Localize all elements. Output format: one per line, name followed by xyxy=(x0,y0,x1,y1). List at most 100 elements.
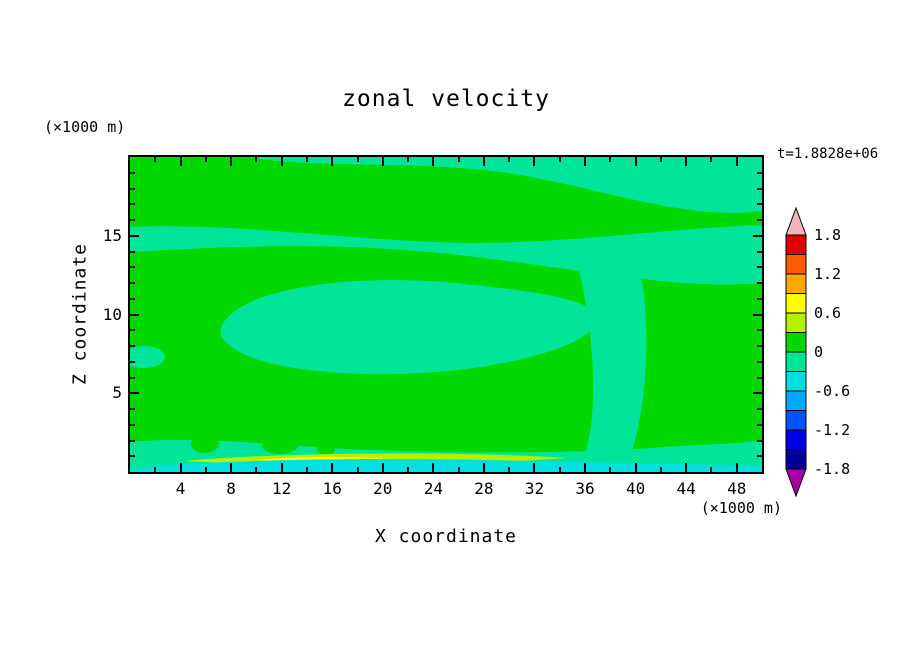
tick-bottom xyxy=(508,467,511,472)
tick-left xyxy=(130,376,135,379)
colorbar-segment xyxy=(785,273,807,294)
x-axis-unit-label: (×1000 m) xyxy=(700,499,782,517)
colorbar-arrow-below xyxy=(785,468,807,497)
x-tick-label: 4 xyxy=(175,479,186,498)
tick-right xyxy=(757,297,762,300)
tick-bottom xyxy=(154,467,157,472)
colorbar-segment xyxy=(785,410,807,431)
tick-right xyxy=(757,439,762,442)
tick-top xyxy=(457,157,460,162)
contour-field xyxy=(130,157,762,472)
colorbar-segment xyxy=(785,293,807,314)
tick-bottom xyxy=(710,467,713,472)
colorbar-label: -0.6 xyxy=(814,382,851,400)
colorbar-label: 1.2 xyxy=(814,265,842,283)
x-tick-label: 24 xyxy=(423,479,443,498)
tick-right xyxy=(757,203,762,206)
tick-right xyxy=(757,455,762,458)
colorbar-labels: 1.8 1.2 0.6 0 -0.6 -1.2 -1.8 xyxy=(814,226,874,478)
colorbar-label: 0.6 xyxy=(814,304,842,322)
tick-right xyxy=(757,423,762,426)
tick-top xyxy=(685,157,688,166)
z-axis-label: Z coordinate xyxy=(69,242,91,386)
colorbar-segment xyxy=(785,351,807,372)
tick-bottom xyxy=(634,463,637,472)
colorbar-label: -1.8 xyxy=(814,460,851,478)
tick-bottom xyxy=(381,463,384,472)
tick-left xyxy=(130,266,135,269)
x-tick-label: 8 xyxy=(226,479,236,498)
tick-left xyxy=(130,297,135,300)
tick-left xyxy=(130,392,139,395)
x-tick-label: 36 xyxy=(575,479,595,498)
tick-left xyxy=(130,329,135,332)
tick-top xyxy=(331,157,334,166)
tick-bottom xyxy=(179,463,182,472)
tick-bottom xyxy=(255,467,258,472)
colorbar-segment xyxy=(785,429,807,450)
tick-left xyxy=(130,313,139,316)
tick-bottom xyxy=(331,463,334,472)
tick-bottom xyxy=(305,467,308,472)
tick-left xyxy=(130,203,135,206)
tick-bottom xyxy=(685,463,688,472)
tick-top xyxy=(584,157,587,166)
tick-top xyxy=(659,157,662,162)
tick-top xyxy=(179,157,182,166)
contour-region-central-blob xyxy=(220,279,597,375)
colorbar-arrow-above xyxy=(785,207,807,236)
tick-bottom xyxy=(280,463,283,472)
tick-bottom xyxy=(482,463,485,472)
tick-top xyxy=(482,157,485,166)
tick-left xyxy=(130,171,135,174)
tick-right xyxy=(757,329,762,332)
tick-left xyxy=(130,187,135,190)
y-tick-labels: 5 10 15 xyxy=(0,157,122,472)
contour-region-top-strip xyxy=(248,157,762,213)
tick-left xyxy=(130,360,135,363)
tick-right xyxy=(753,392,762,395)
x-tick-label: 32 xyxy=(524,479,545,498)
tick-top xyxy=(154,157,157,162)
tick-right xyxy=(753,234,762,237)
tick-right xyxy=(757,187,762,190)
x-tick-label: 20 xyxy=(373,479,393,498)
tick-left xyxy=(130,423,135,426)
tick-left xyxy=(130,345,135,347)
contour-region-bottom-notch-3 xyxy=(317,443,335,455)
tick-right xyxy=(757,345,762,347)
x-tick-label: 16 xyxy=(322,479,342,498)
tick-left xyxy=(130,439,135,442)
tick-left xyxy=(130,282,135,284)
colorbar-label: -1.2 xyxy=(814,421,851,439)
z-tick-label: 10 xyxy=(102,304,122,324)
tick-bottom xyxy=(407,467,410,472)
z-tick-label: 15 xyxy=(102,225,122,245)
colorbar-segment xyxy=(785,449,807,470)
tick-top xyxy=(356,157,359,162)
x-tick-label: 12 xyxy=(272,479,292,498)
tick-right xyxy=(757,360,762,363)
tick-bottom xyxy=(533,463,536,472)
tick-top xyxy=(533,157,536,166)
contour-region-left-patch xyxy=(130,346,165,368)
tick-bottom xyxy=(457,467,460,472)
tick-bottom xyxy=(558,467,561,472)
tick-right xyxy=(757,250,762,253)
tick-right xyxy=(753,313,762,316)
tick-left xyxy=(130,234,139,237)
x-tick-label: 40 xyxy=(625,479,646,498)
z-axis-unit-label: (×1000 m) xyxy=(44,118,126,136)
x-tick-label: 28 xyxy=(474,479,494,498)
tick-bottom xyxy=(204,467,207,472)
tick-bottom xyxy=(230,463,233,472)
tick-right xyxy=(757,219,762,221)
tick-top xyxy=(407,157,410,162)
axis-ticks xyxy=(130,157,762,472)
tick-left xyxy=(130,408,135,410)
colorbar-segment xyxy=(785,312,807,333)
colorbar-label: 1.8 xyxy=(814,226,842,244)
contour-region-right-column xyxy=(576,254,647,451)
tick-top xyxy=(609,157,612,162)
